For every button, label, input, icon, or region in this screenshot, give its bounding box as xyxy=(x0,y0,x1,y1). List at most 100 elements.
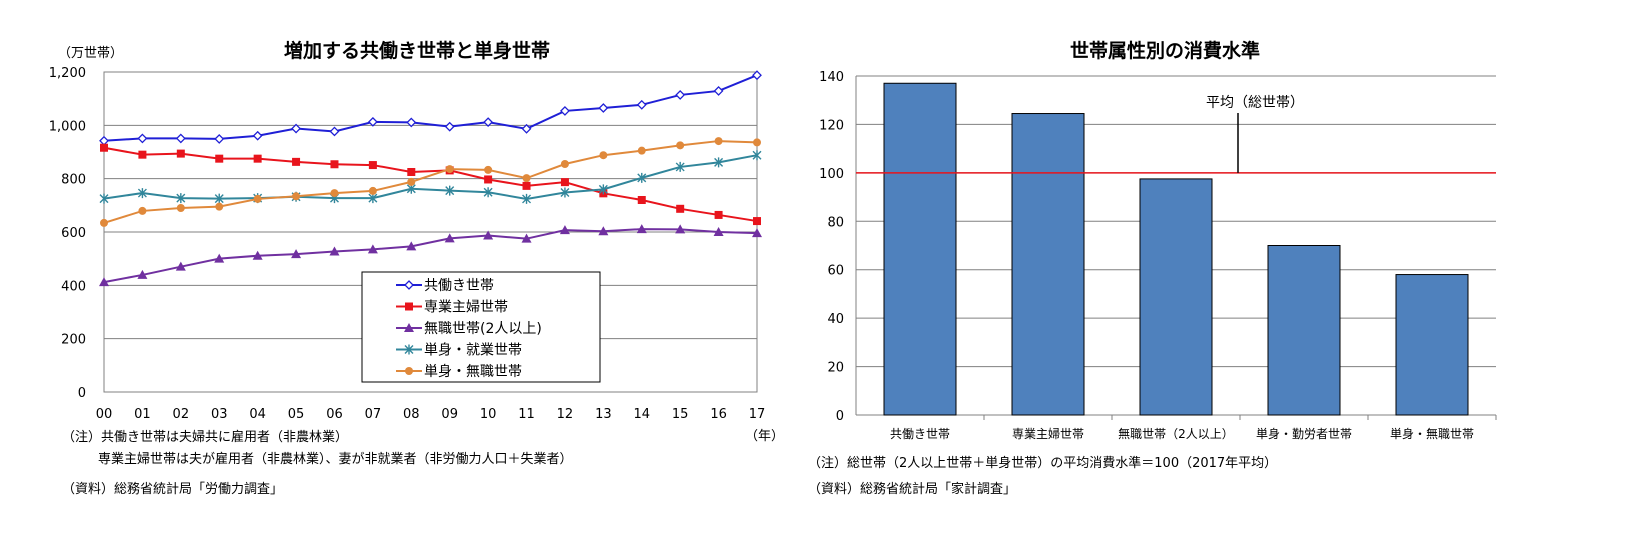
data-point xyxy=(175,133,186,144)
data-point xyxy=(137,269,148,279)
data-point xyxy=(137,133,148,144)
right-y-tick-label: 80 xyxy=(827,215,844,230)
left-x-tick-label: 16 xyxy=(710,407,727,422)
bar-chart-consumption-level: 世帯属性別の消費水準 0 20 40 60 80 100 120 140 共働き世帯 専業主婦世… xyxy=(808,39,1497,497)
data-point xyxy=(175,261,186,271)
legend-label: 無職世帯(2人以上) xyxy=(424,321,542,337)
data-point xyxy=(253,154,262,163)
data-point xyxy=(100,218,108,227)
left-y-tick-label: 800 xyxy=(61,173,86,188)
data-point xyxy=(444,233,455,243)
right-x-tick-label: 専業主婦世帯 xyxy=(1012,426,1084,441)
left-x-tick-label: 04 xyxy=(249,407,266,422)
data-point xyxy=(714,157,724,168)
data-point xyxy=(406,241,417,251)
data-point xyxy=(560,160,569,168)
series-line xyxy=(103,74,758,142)
data-point xyxy=(176,149,185,158)
data-point xyxy=(368,186,377,195)
right-x-tick-label: 単身・無職世帯 xyxy=(1390,426,1474,441)
data-point xyxy=(214,134,225,144)
data-point xyxy=(483,187,493,198)
left-x-tick-label: 03 xyxy=(211,407,228,422)
left-note-1: （注）共働き世帯は夫婦共に雇用者（非農林業） xyxy=(62,429,348,445)
data-point xyxy=(138,150,147,159)
left-source: （資料）総務省統計局「労働力調査」 xyxy=(62,481,283,497)
series-line xyxy=(103,146,758,223)
data-point xyxy=(367,116,378,127)
legend-marker xyxy=(405,367,413,375)
data-point xyxy=(675,90,686,100)
data-point xyxy=(176,193,186,204)
left-y-tick-label: 0 xyxy=(78,386,86,401)
data-point xyxy=(445,185,455,196)
data-point xyxy=(99,193,109,204)
data-point xyxy=(637,196,646,204)
bar-専業主婦世帯 xyxy=(1011,113,1085,416)
data-point xyxy=(599,151,608,160)
left-y-tick-label: 400 xyxy=(61,279,86,294)
left-x-tick-label: 06 xyxy=(326,407,343,422)
data-point xyxy=(636,99,647,110)
data-point xyxy=(752,70,762,81)
data-point xyxy=(330,160,339,169)
legend-entry: 専業主婦世帯 xyxy=(396,299,508,316)
data-point xyxy=(560,106,570,116)
data-point xyxy=(560,187,570,198)
data-point xyxy=(137,188,147,199)
legend-label: 単身・就業世帯 xyxy=(424,343,522,359)
data-point xyxy=(406,117,417,128)
data-point xyxy=(292,192,301,201)
data-point xyxy=(713,227,724,236)
data-point xyxy=(138,206,147,215)
data-point xyxy=(522,181,531,190)
data-point xyxy=(253,194,262,203)
data-point xyxy=(752,150,762,161)
data-point xyxy=(598,103,609,113)
left-note-2: 専業主婦世帯は夫が雇用者（非農林業）、妻が非就業者（非労働力人口＋失業者） xyxy=(98,451,573,467)
data-point xyxy=(636,224,647,234)
data-point xyxy=(560,178,569,187)
data-point xyxy=(483,117,494,128)
data-point xyxy=(291,249,302,259)
data-point xyxy=(445,165,454,174)
left-x-tick-label: 08 xyxy=(403,407,420,422)
left-y-tick-label: 1,000 xyxy=(49,119,86,134)
left-x-tick-label: 13 xyxy=(595,407,612,422)
data-point xyxy=(676,204,685,213)
legend-marker xyxy=(404,323,414,332)
data-point xyxy=(252,250,263,260)
data-point xyxy=(675,224,686,234)
data-point xyxy=(214,193,224,204)
data-point xyxy=(714,137,723,146)
left-y-tick-label: 200 xyxy=(61,333,86,348)
bar-無職世帯（2人以上） xyxy=(1139,178,1213,416)
line-chart-household-trends: 増加する共働き世帯と単身世帯 （万世帯） （年） 02004006008001,… xyxy=(49,39,784,497)
data-point xyxy=(598,184,608,195)
data-point xyxy=(292,157,301,166)
left-y-tick-label: 600 xyxy=(61,226,86,241)
series-line xyxy=(103,228,758,284)
left-x-tick-label: 07 xyxy=(365,407,382,422)
left-x-tick-label: 01 xyxy=(134,407,151,422)
data-point xyxy=(407,168,416,176)
left-chart-ylabel: （万世帯） xyxy=(58,46,123,61)
legend-entry: 無職世帯(2人以上) xyxy=(396,321,542,337)
data-point xyxy=(407,177,416,186)
data-point xyxy=(559,225,570,235)
data-point xyxy=(215,202,224,211)
data-point xyxy=(752,228,762,238)
right-y-tick-label: 100 xyxy=(819,167,844,182)
data-point xyxy=(215,154,224,163)
data-point xyxy=(252,130,263,141)
left-x-tick-label: 09 xyxy=(441,407,458,422)
data-point xyxy=(214,253,225,263)
legend-entry: 共働き世帯 xyxy=(396,278,494,294)
right-y-tick-label: 20 xyxy=(827,361,844,376)
data-point xyxy=(598,226,609,236)
left-x-tick-label: 10 xyxy=(480,407,497,422)
data-point xyxy=(676,141,685,150)
right-y-tick-label: 40 xyxy=(827,312,844,327)
data-point xyxy=(100,143,108,152)
right-y-tick-label: 60 xyxy=(827,264,844,279)
